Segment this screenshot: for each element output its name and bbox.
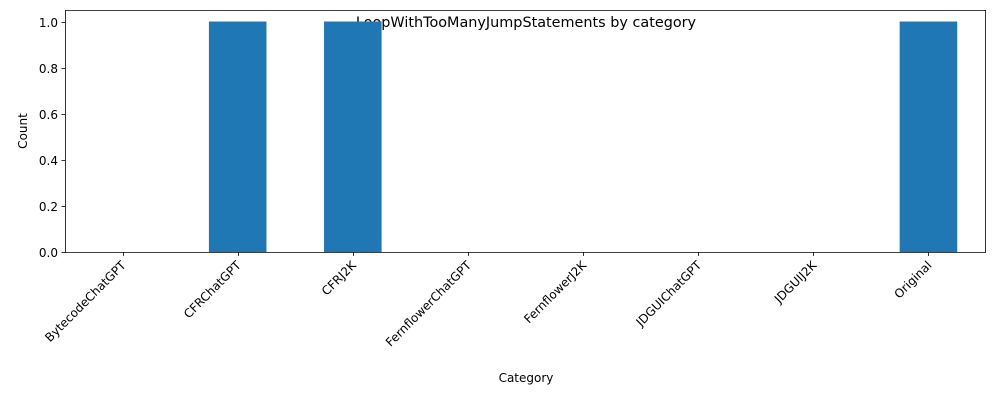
- chart-title: LoopWithTooManyJumpStatements by categor…: [356, 15, 697, 31]
- y-tick-label: 0.6: [39, 108, 58, 122]
- x-tick-label: FernflowerChatGPT: [383, 258, 475, 350]
- x-tick-label: FernflowerJ2K: [521, 257, 590, 326]
- y-axis-ticks: 0.0 0.2 0.4 0.6 0.8 1.0: [39, 16, 65, 260]
- bar-original: [899, 21, 958, 253]
- y-tick-label: 1.0: [39, 16, 58, 30]
- y-axis-label: Count: [16, 113, 30, 149]
- bar-cfrj2k: [324, 21, 382, 253]
- x-tick-label: BytecodeChatGPT: [42, 258, 129, 345]
- y-tick-label: 0.2: [39, 200, 58, 214]
- y-tick-label: 0.4: [39, 154, 58, 168]
- x-axis-label: Category: [499, 371, 554, 385]
- x-tick-label: JDGUIChatGPT: [633, 258, 705, 330]
- y-tick-label: 0.0: [39, 246, 58, 260]
- x-tick-label: Original: [891, 258, 934, 301]
- x-tick-label: CFRJ2K: [319, 257, 360, 298]
- x-tick-label: JDGUIJ2K: [771, 257, 820, 306]
- bar-cfrchatgpt: [208, 21, 267, 253]
- x-tick-label: CFRChatGPT: [181, 258, 244, 321]
- x-axis-ticks: BytecodeChatGPT CFRChatGPT CFRJ2K Fernflowe…: [42, 252, 935, 350]
- y-tick-label: 0.8: [39, 62, 58, 76]
- bars-group: [208, 21, 958, 253]
